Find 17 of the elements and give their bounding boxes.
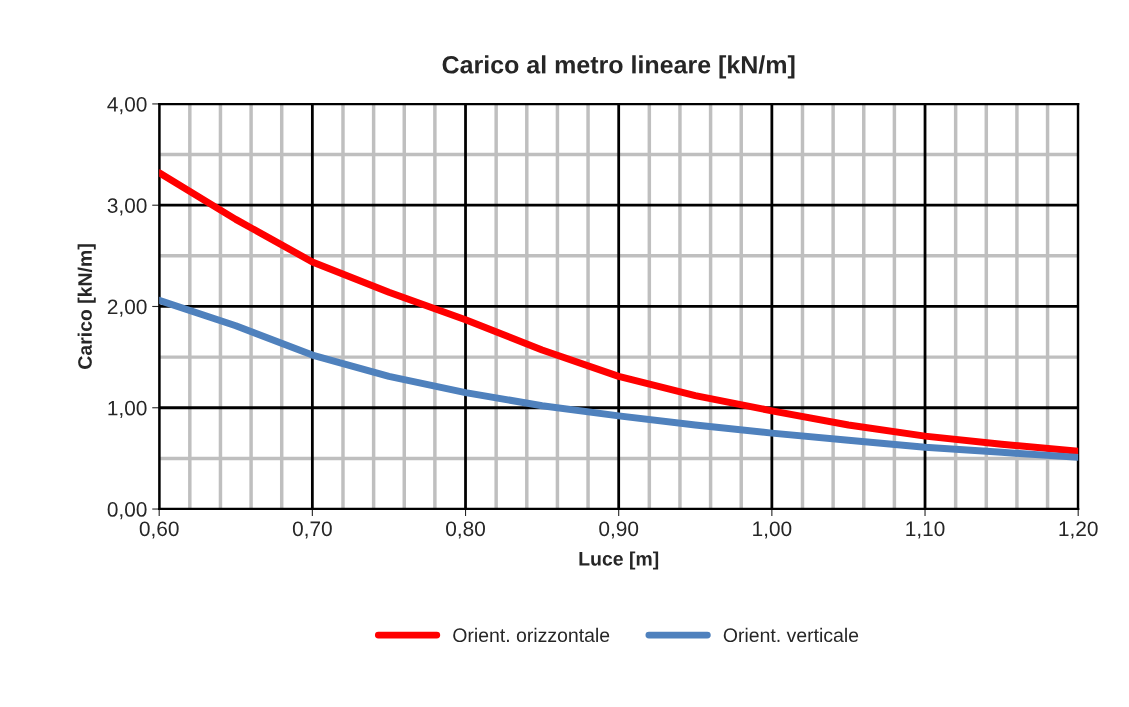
x-tick-label: 0,60: [139, 521, 179, 539]
legend-label: Orient. verticale: [723, 627, 859, 643]
y-tick-label: 4,00: [107, 96, 147, 115]
y-tick-label: 2,00: [107, 299, 147, 317]
legend-label: Orient. orizzontale: [453, 627, 610, 643]
x-axis-title: Luce [m]: [579, 551, 659, 570]
x-tick-label: 1,10: [906, 521, 945, 539]
y-tick-label: 0,00: [107, 502, 147, 520]
x-tick-label: 0,70: [292, 521, 332, 539]
chart-title: Carico al metro lineare [kN/m]: [442, 55, 795, 79]
x-tick-label: 1,00: [753, 521, 792, 539]
y-tick-label: 3,00: [107, 198, 147, 216]
x-tick-label: 0,90: [599, 521, 639, 539]
x-tick-label: 1,20: [1059, 521, 1098, 539]
y-tick-label: 1,00: [108, 400, 147, 418]
y-axis-title: Carico [kN/m]: [77, 244, 96, 369]
x-tick-label: 0,80: [446, 521, 485, 539]
